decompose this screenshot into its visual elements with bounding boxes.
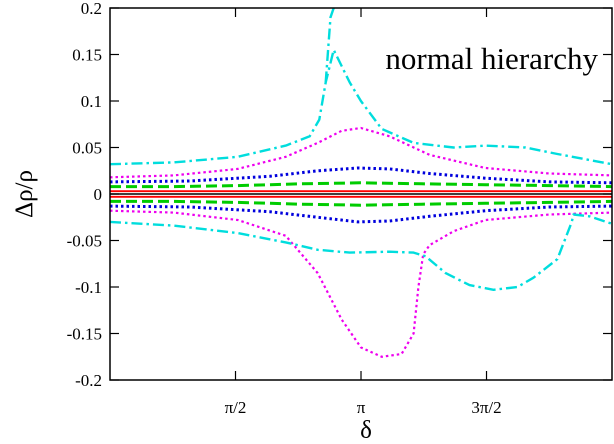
y-tick-label-4: 0 [94, 185, 103, 204]
x-tick-label-1: π [357, 398, 366, 417]
x-tick-label-0: π/2 [225, 398, 247, 417]
y-axis-label: Δρ/ρ [11, 170, 38, 218]
series-line-5 [109, 166, 613, 185]
series-line-7 [109, 126, 613, 179]
series-line-10 [109, 213, 613, 291]
y-tick-label-7: -0.15 [67, 325, 102, 344]
series-line-11 [324, 7, 335, 83]
series-line-9 [109, 48, 613, 166]
series-line-6 [109, 204, 613, 224]
y-tick-label-1: 0.15 [72, 46, 102, 65]
ticks-layer: 0.2 0.15 0.1 0.05 0 -0.05 -0.1 -0.15 -0.2 π/2 π 3π/… [67, 0, 612, 417]
y-tick-label-2: 0.1 [81, 92, 102, 111]
y-tick-label-8: -0.2 [75, 371, 102, 390]
series-line-4 [110, 199, 613, 207]
series-line-8 [109, 209, 613, 358]
y-tick-label-3: 0.05 [72, 139, 102, 158]
annotation-normal-hierarchy: normal hierarchy [385, 41, 598, 76]
x-tick-label-2: 3π/2 [471, 398, 501, 417]
y-tick-label-6: -0.1 [75, 278, 102, 297]
y-tick-label-5: -0.05 [67, 232, 102, 251]
series-layer [109, 7, 613, 358]
x-axis-label: δ [360, 417, 372, 444]
series-line-3 [110, 181, 613, 189]
y-tick-label-0: 0.2 [81, 0, 102, 18]
